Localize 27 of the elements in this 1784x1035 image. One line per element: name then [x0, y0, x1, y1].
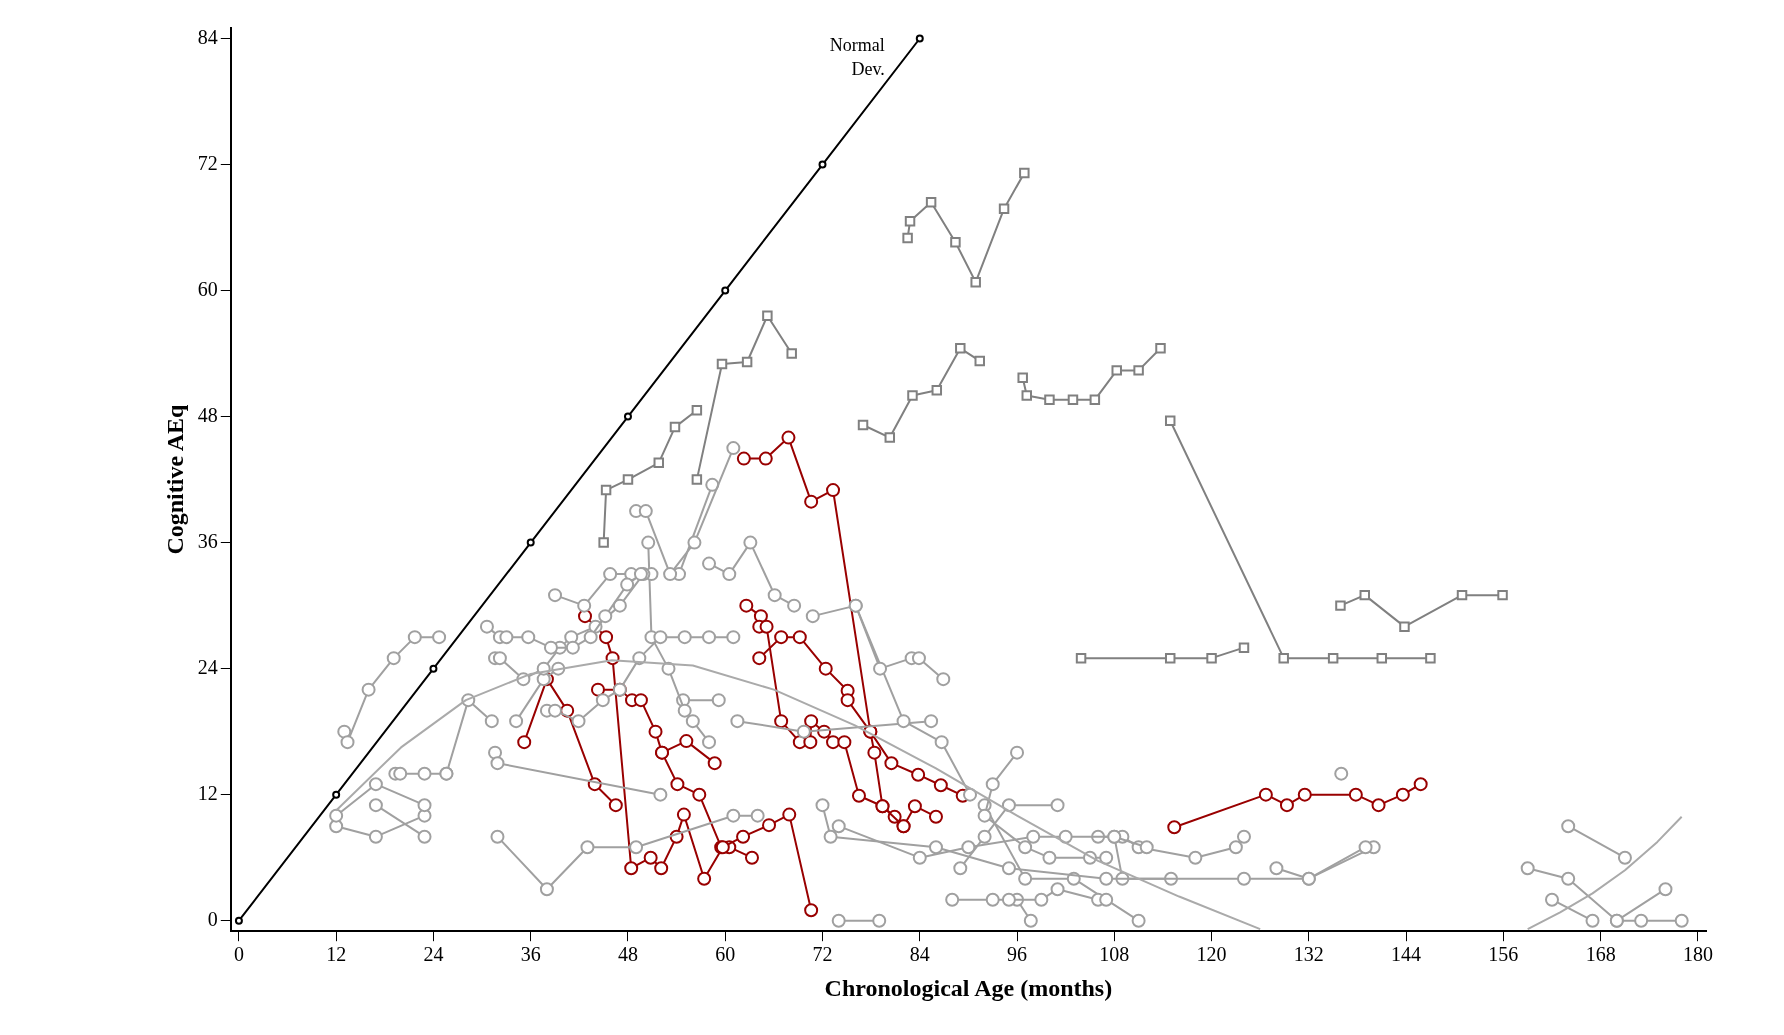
y-tick-label: 60 — [197, 277, 218, 300]
y-tick-label: 12 — [197, 781, 218, 804]
x-tick-label: 84 — [909, 943, 930, 966]
y-tick-label: 0 — [207, 907, 218, 930]
x-tick-label: 132 — [1293, 943, 1324, 966]
x-tick-label: 24 — [423, 943, 444, 966]
y-tick-label: 36 — [197, 529, 218, 552]
x-axis-title: Chronological Age (months) — [824, 974, 1113, 1001]
x-tick-label: 108 — [1099, 943, 1130, 966]
y-tick-label: 72 — [197, 151, 218, 174]
x-tick-label: 72 — [812, 943, 833, 966]
y-tick-label: 84 — [197, 25, 218, 48]
y-axis-title: Cognitive AEq — [161, 403, 188, 555]
x-tick-label: 120 — [1196, 943, 1227, 966]
x-tick-label: 0 — [233, 943, 244, 966]
x-tick-label: 96 — [1007, 943, 1028, 966]
x-tick-label: 144 — [1391, 943, 1422, 966]
x-tick-label: 48 — [617, 943, 638, 966]
series-label: Normal Dev. — [829, 34, 885, 79]
x-tick-label: 168 — [1585, 943, 1616, 966]
x-tick-label: 60 — [715, 943, 736, 966]
x-tick-label: 36 — [520, 943, 541, 966]
x-tick-label: 156 — [1488, 943, 1519, 966]
x-tick-label: 180 — [1682, 943, 1713, 966]
x-tick-label: 12 — [326, 943, 347, 966]
y-tick-label: 24 — [197, 655, 218, 678]
y-tick-label: 48 — [197, 403, 218, 426]
